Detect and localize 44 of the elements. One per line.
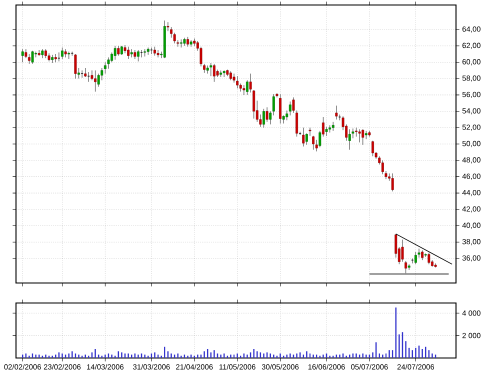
candlestick bbox=[269, 110, 272, 125]
candlestick bbox=[391, 173, 394, 192]
candlestick bbox=[325, 126, 328, 136]
candlestick bbox=[210, 62, 212, 76]
candlestick bbox=[64, 48, 67, 58]
candlestick bbox=[414, 252, 417, 265]
candlestick bbox=[94, 70, 97, 92]
candlestick bbox=[236, 76, 239, 89]
candlestick bbox=[127, 46, 130, 60]
candlestick bbox=[31, 50, 34, 64]
candlestick bbox=[312, 135, 315, 150]
candlestick bbox=[421, 250, 424, 260]
candlestick bbox=[28, 54, 30, 64]
candlestick bbox=[266, 106, 268, 122]
candlestick bbox=[262, 108, 265, 128]
candlestick bbox=[150, 47, 153, 54]
candlestick bbox=[272, 94, 275, 116]
candlestick bbox=[74, 54, 77, 79]
candlestick bbox=[114, 46, 116, 60]
candlestick bbox=[335, 105, 338, 120]
candlestick bbox=[21, 48, 24, 63]
candlestick bbox=[362, 128, 364, 146]
candlestick bbox=[137, 50, 140, 62]
candlestick bbox=[104, 62, 106, 74]
candlestick bbox=[107, 56, 110, 70]
candlestick bbox=[186, 36, 189, 48]
candlestick bbox=[212, 64, 216, 82]
candlestick bbox=[279, 94, 282, 124]
candlestick bbox=[288, 101, 292, 116]
candlestick bbox=[117, 46, 120, 56]
candlestick bbox=[358, 128, 361, 143]
candlestick bbox=[428, 252, 430, 265]
candlestick bbox=[242, 84, 246, 96]
candlestick bbox=[308, 127, 312, 136]
candlestick bbox=[61, 47, 64, 60]
candlestick bbox=[401, 239, 404, 262]
candlestick bbox=[381, 160, 384, 175]
candlestick bbox=[140, 50, 143, 58]
candlestick bbox=[372, 140, 374, 157]
candlestick bbox=[322, 116, 324, 137]
candlestick bbox=[302, 127, 305, 147]
candlestick bbox=[348, 128, 351, 150]
candlestick bbox=[156, 50, 160, 58]
candlestick bbox=[404, 260, 408, 274]
